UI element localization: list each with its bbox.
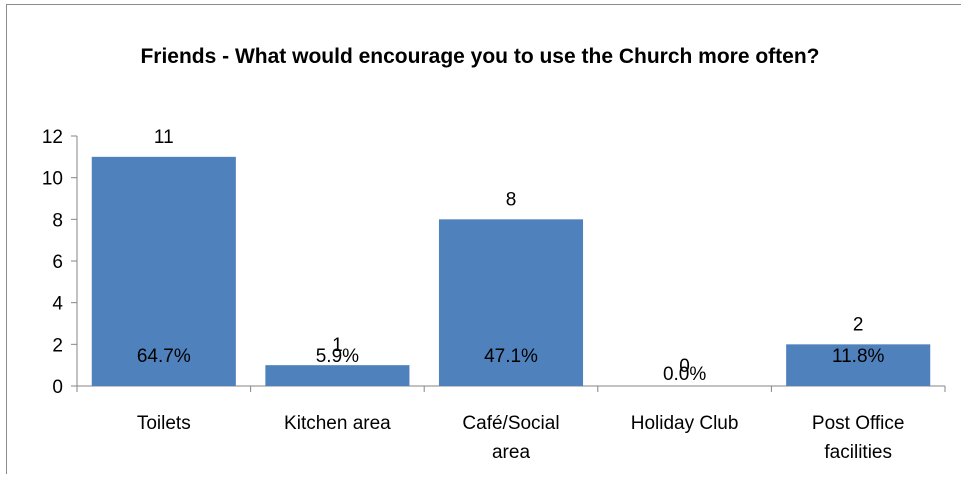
bar	[438, 219, 584, 386]
chart-title: Friends - What would encourage you to us…	[140, 45, 820, 68]
bar	[91, 156, 236, 386]
percent-label: 5.9%	[316, 346, 359, 367]
bar	[265, 365, 410, 386]
category-label: Toilets	[137, 413, 191, 434]
y-tick-label: 4	[52, 294, 63, 315]
category-label: Holiday Club	[631, 413, 739, 434]
bar	[786, 344, 931, 386]
percent-label: 0.0%	[663, 364, 706, 385]
y-tick-label: 10	[42, 169, 63, 190]
y-tick-label: 0	[52, 377, 63, 398]
category-label: Kitchen area	[284, 413, 391, 434]
y-tick-label: 6	[52, 252, 63, 273]
y-tick-label: 8	[52, 210, 63, 231]
value-label: 1	[332, 335, 343, 356]
chart-frame	[6, 4, 961, 474]
value-label: 11	[154, 127, 174, 148]
category-label: Café/Social area	[462, 413, 559, 463]
value-label: 0	[679, 356, 690, 377]
percent-label: 64.7%	[137, 346, 191, 367]
value-label: 2	[853, 314, 864, 335]
percent-label: 11.8%	[832, 346, 885, 367]
y-tick-label: 12	[42, 127, 63, 148]
value-label: 8	[506, 189, 517, 210]
y-tick-label: 2	[52, 335, 63, 356]
category-label: Post Office facilities	[812, 413, 905, 463]
percent-label: 47.1%	[484, 346, 538, 367]
